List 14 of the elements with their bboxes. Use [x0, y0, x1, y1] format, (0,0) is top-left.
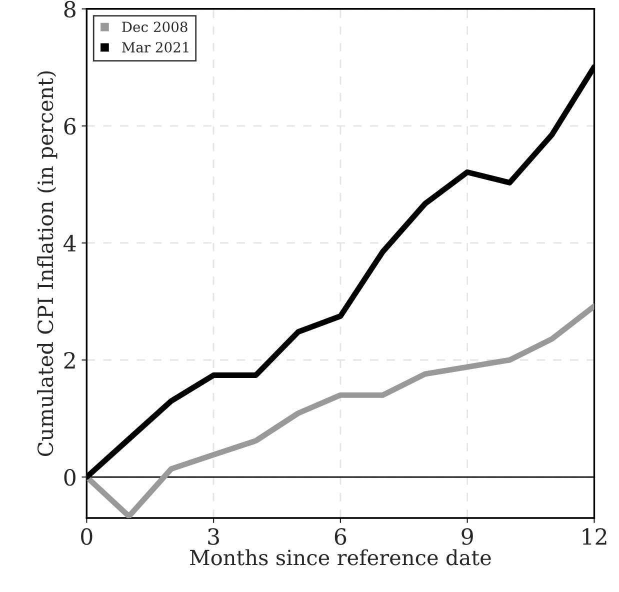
x-tick-label: 3 — [208, 528, 219, 545]
x-tick-label: 9 — [462, 528, 473, 545]
x-tick-label: 6 — [334, 528, 346, 545]
x-tick-label: 12 — [582, 528, 606, 545]
y-tick-label: 2 — [64, 352, 75, 368]
x-tick-label: 0 — [81, 528, 92, 545]
y-tick-label: 6 — [64, 118, 76, 135]
legend-label: Dec 2008 — [122, 22, 188, 32]
x-axis-title: Months since reference date — [190, 549, 491, 566]
y-tick-label: 8 — [64, 0, 76, 18]
y-tick-label: 0 — [64, 468, 76, 486]
y-tick-label: 4 — [63, 234, 76, 252]
legend-label: Mar 2021 — [122, 42, 188, 53]
y-axis-title: Cumulated CPI Inflation (in percent) — [37, 71, 58, 456]
